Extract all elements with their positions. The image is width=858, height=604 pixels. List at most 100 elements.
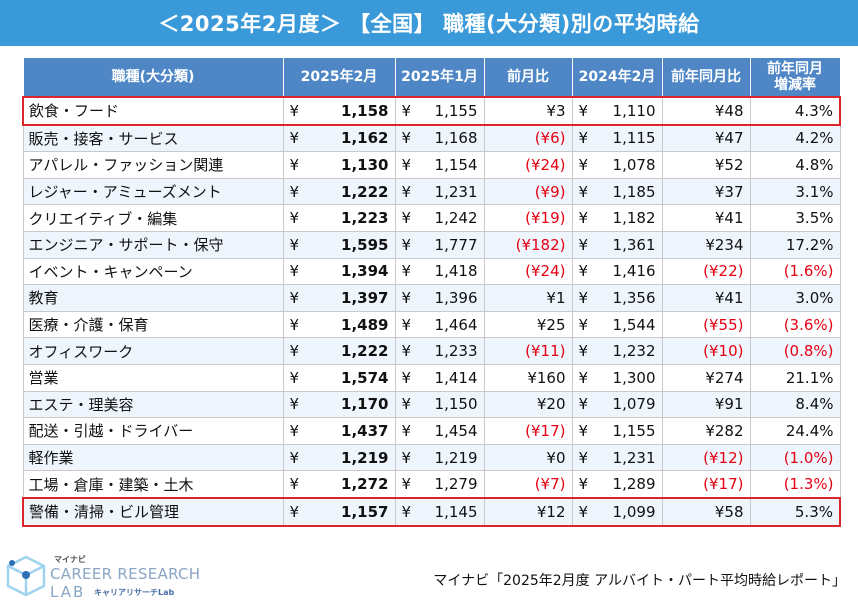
- wage-value: 1,223: [341, 209, 389, 228]
- wage-jan-2025-cell: ¥1,154: [394, 151, 485, 179]
- job-category-cell: 警備・清掃・ビル管理: [22, 496, 284, 527]
- currency-symbol: ¥: [401, 421, 412, 440]
- table-row: 営業 ¥1,574 ¥1,414 ¥160 ¥1,300 ¥274 21.1%: [22, 363, 841, 392]
- currency-symbol: ¥: [578, 315, 589, 334]
- mom-diff-cell: (¥182): [483, 230, 573, 259]
- table-row: 警備・清掃・ビル管理 ¥1,157 ¥1,145 ¥12 ¥1,099 ¥58 5.3%: [22, 496, 841, 527]
- wage-value: 1,182: [612, 209, 656, 228]
- wage-feb-2025-cell: ¥1,222: [282, 337, 396, 365]
- wage-value: 1,232: [612, 342, 656, 361]
- wage-jan-2025-cell: ¥1,145: [394, 496, 485, 527]
- currency-symbol: ¥: [578, 235, 589, 254]
- mom-diff-cell: ¥1: [483, 284, 573, 312]
- currency-symbol: ¥: [289, 475, 300, 494]
- wage-feb-2024-cell: ¥1,182: [571, 204, 663, 232]
- currency-symbol: ¥: [401, 288, 412, 307]
- mom-diff-cell: (¥19): [483, 204, 573, 232]
- career-research-lab-logo: マイナビ CAREER RESEARCH LAB キャリアリサーチLab: [4, 553, 204, 601]
- wage-value: 1,361: [612, 235, 656, 254]
- wage-value: 1,162: [341, 129, 389, 148]
- job-category-cell: 軽作業: [22, 443, 284, 472]
- wage-value: 1,110: [612, 101, 656, 120]
- wage-jan-2025-cell: ¥1,418: [394, 257, 485, 286]
- yoy-diff-cell: ¥234: [661, 230, 751, 259]
- wage-feb-2024-cell: ¥1,155: [571, 417, 663, 445]
- currency-symbol: ¥: [289, 155, 300, 174]
- wage-value: 1,099: [612, 502, 656, 521]
- wage-value: 1,233: [434, 342, 478, 361]
- wage-jan-2025-cell: ¥1,233: [394, 337, 485, 365]
- job-category-cell: 販売・接客・サービス: [22, 124, 284, 153]
- wage-value: 1,150: [434, 395, 478, 414]
- wage-feb-2025-cell: ¥1,170: [282, 390, 396, 419]
- wage-value: 1,155: [434, 101, 478, 120]
- yoy-rate-cell: 4.3%: [749, 96, 841, 126]
- wage-feb-2024-cell: ¥1,115: [571, 124, 663, 153]
- wage-value: 1,300: [612, 368, 656, 387]
- job-category-cell: 教育: [22, 284, 284, 312]
- wage-value: 1,231: [434, 182, 478, 201]
- wage-feb-2024-cell: ¥1,078: [571, 151, 663, 179]
- yoy-rate-cell: 3.5%: [749, 204, 841, 232]
- wage-value: 1,170: [341, 395, 389, 414]
- currency-symbol: ¥: [578, 129, 589, 148]
- currency-symbol: ¥: [289, 129, 300, 148]
- currency-symbol: ¥: [578, 502, 589, 521]
- job-category-cell: 配送・引越・ドライバー: [22, 417, 284, 445]
- currency-symbol: ¥: [401, 235, 412, 254]
- header-yoy-rate-line1: 前年同月: [767, 60, 823, 77]
- wage-feb-2025-cell: ¥1,130: [282, 151, 396, 179]
- yoy-rate-cell: 3.0%: [749, 284, 841, 312]
- job-category-cell: 飲食・フード: [22, 96, 284, 126]
- source-note: マイナビ「2025年2月度 アルバイト・パート平均時給レポート」: [433, 573, 846, 589]
- currency-symbol: ¥: [401, 101, 412, 120]
- wage-feb-2024-cell: ¥1,185: [571, 177, 663, 206]
- table-row: 軽作業 ¥1,219 ¥1,219 ¥0 ¥1,231 (¥12) (1.0%): [22, 443, 841, 472]
- currency-symbol: ¥: [401, 129, 412, 148]
- wage-value: 1,219: [341, 448, 389, 467]
- wage-jan-2025-cell: ¥1,454: [394, 417, 485, 445]
- wage-jan-2025-cell: ¥1,168: [394, 124, 485, 153]
- currency-symbol: ¥: [578, 262, 589, 281]
- currency-symbol: ¥: [401, 368, 412, 387]
- mom-diff-cell: (¥7): [483, 470, 573, 499]
- wage-feb-2025-cell: ¥1,222: [282, 177, 396, 206]
- wage-value: 1,777: [434, 235, 478, 254]
- header-feb-2024: 2024年2月: [571, 57, 663, 98]
- wage-feb-2024-cell: ¥1,416: [571, 257, 663, 286]
- table-row: 販売・接客・サービス ¥1,162 ¥1,168 (¥6) ¥1,115 ¥47 4.2%: [22, 124, 841, 153]
- yoy-diff-cell: ¥91: [661, 390, 751, 419]
- yoy-diff-cell: (¥22): [661, 257, 751, 286]
- table-row: 医療・介護・保育 ¥1,489 ¥1,464 ¥25 ¥1,544 (¥55) (3.6%): [22, 310, 841, 339]
- wage-value: 1,185: [612, 182, 656, 201]
- wage-value: 1,145: [434, 502, 478, 521]
- yoy-rate-cell: 5.3%: [749, 496, 841, 527]
- mom-diff-cell: (¥11): [483, 337, 573, 365]
- job-category-cell: レジャー・アミューズメント: [22, 177, 284, 206]
- currency-symbol: ¥: [289, 209, 300, 228]
- wage-value: 1,454: [434, 421, 478, 440]
- wage-feb-2025-cell: ¥1,223: [282, 204, 396, 232]
- yoy-rate-cell: 4.8%: [749, 151, 841, 179]
- wage-feb-2025-cell: ¥1,219: [282, 443, 396, 472]
- mom-diff-cell: (¥24): [483, 151, 573, 179]
- wage-value: 1,394: [341, 262, 389, 281]
- wage-value: 1,115: [612, 129, 656, 148]
- currency-symbol: ¥: [578, 421, 589, 440]
- yoy-diff-cell: ¥41: [661, 284, 751, 312]
- currency-symbol: ¥: [289, 315, 300, 334]
- mom-diff-cell: ¥12: [483, 496, 573, 527]
- job-category-cell: エンジニア・サポート・保守: [22, 230, 284, 259]
- page-title: ＜2025年2月度＞ 【全国】 職種(大分類)別の平均時給: [0, 0, 858, 46]
- currency-symbol: ¥: [578, 101, 589, 120]
- yoy-rate-cell: 3.1%: [749, 177, 841, 206]
- currency-symbol: ¥: [401, 448, 412, 467]
- cube-logo-icon: [6, 555, 46, 597]
- wage-value: 1,231: [612, 448, 656, 467]
- header-mom: 前月比: [483, 57, 573, 98]
- job-category-cell: クリエイティブ・編集: [22, 204, 284, 232]
- mom-diff-cell: (¥17): [483, 417, 573, 445]
- yoy-rate-cell: (3.6%): [749, 310, 841, 339]
- wage-value: 1,242: [434, 209, 478, 228]
- yoy-rate-cell: 17.2%: [749, 230, 841, 259]
